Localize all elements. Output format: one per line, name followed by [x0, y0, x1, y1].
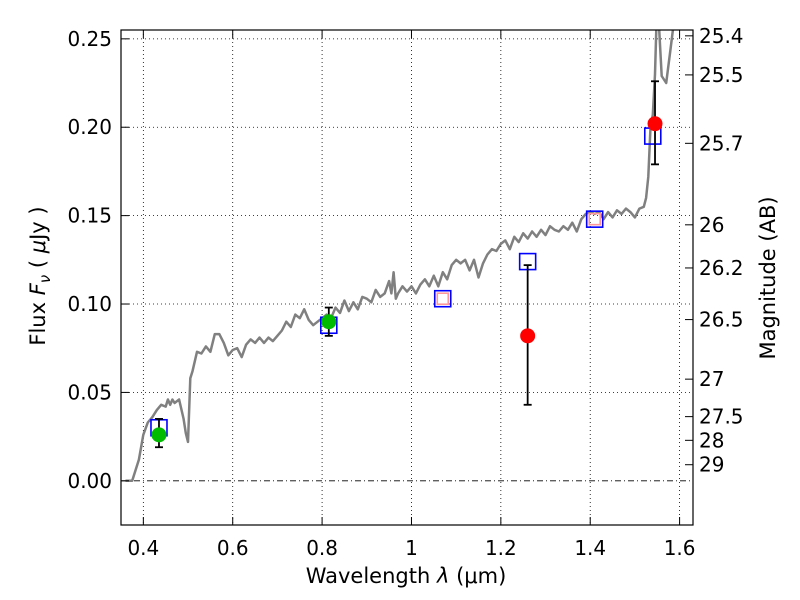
- y-tick-label: 0.20: [67, 115, 112, 139]
- tick-layer: 0.4 0.6 0.8 1 1.2 1.4 1.6 0.00 0.05 0.10 0.15 0.20 0…: [67, 24, 743, 560]
- magnitude-tick-label: 29: [699, 453, 724, 477]
- x-tick-label: 0.8: [306, 536, 338, 560]
- magnitude-tick-label: 28: [699, 428, 724, 452]
- green-data-point: [321, 314, 337, 330]
- x-axis-title: Wavelength λ (μm): [306, 564, 507, 588]
- magnitude-tick-label: 25.7: [699, 131, 744, 155]
- magnitude-tick-label: 27: [699, 367, 724, 391]
- x-tick-label: 0.6: [217, 536, 249, 560]
- x-tick-label: 1.2: [485, 536, 517, 560]
- red-data-point: [520, 328, 536, 344]
- y-tick-label: 0.25: [67, 27, 112, 51]
- x-tick-label: 1: [405, 536, 418, 560]
- magnitude-tick-label: 25.4: [699, 24, 744, 48]
- x-tick-label: 1.6: [664, 536, 696, 560]
- y-tick-label: 0.15: [67, 204, 112, 228]
- grid-layer: [121, 30, 693, 525]
- y-tick-label: 0.10: [67, 292, 112, 316]
- y-axis-title: Flux Fν ( μJy ): [26, 206, 54, 345]
- magnitude-tick-label: 26.2: [699, 256, 744, 280]
- magnitude-tick-label: 27.5: [699, 405, 744, 429]
- green-data-point: [151, 427, 167, 443]
- model-inner-square-marker: [436, 292, 450, 306]
- model-square-marker: [433, 289, 452, 308]
- model-inner-square-marker: [588, 212, 601, 226]
- magnitude-tick-label: 26: [699, 213, 724, 237]
- y-tick-label: 0.05: [67, 380, 112, 404]
- y-tick-label: 0.00: [67, 469, 112, 493]
- x-tick-label: 1.4: [574, 536, 606, 560]
- plot-frame: [120, 29, 694, 526]
- magnitude-axis-title: Magnitude (AB): [756, 196, 780, 359]
- model-square-marker: [585, 210, 604, 228]
- frame-layer: [120, 29, 694, 526]
- magnitude-tick-label: 25.5: [699, 63, 744, 87]
- x-tick-label: 0.4: [127, 536, 159, 560]
- red-data-point: [647, 116, 663, 132]
- plot-layer: [125, 30, 675, 483]
- spectrum-line: [125, 30, 675, 483]
- magnitude-tick-label: 26.5: [699, 308, 744, 332]
